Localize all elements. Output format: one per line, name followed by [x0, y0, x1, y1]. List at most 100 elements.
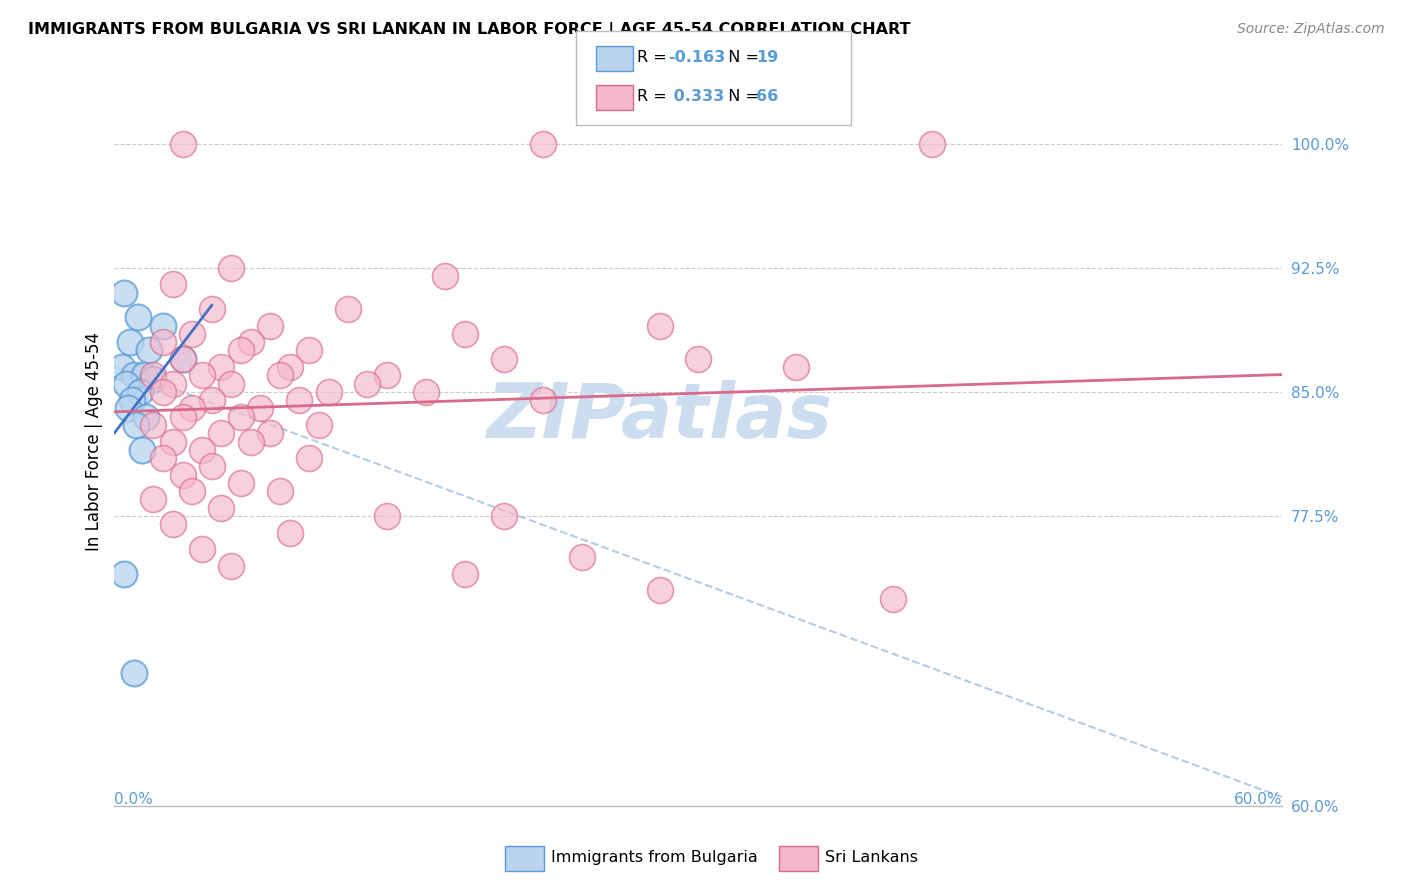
Text: R =: R = [637, 50, 672, 65]
Point [648, 583, 671, 598]
Point [152, 451, 174, 466]
Point [122, 666, 145, 681]
Point [191, 368, 214, 383]
Point [492, 351, 515, 366]
Point [531, 393, 554, 408]
Point [172, 351, 194, 366]
Point [318, 384, 340, 399]
Point [135, 409, 157, 424]
Point [112, 566, 135, 581]
Point [172, 136, 194, 151]
Text: 0.333: 0.333 [668, 89, 724, 104]
Point [219, 260, 242, 275]
Y-axis label: In Labor Force | Age 45-54: In Labor Force | Age 45-54 [86, 332, 103, 551]
Text: 0.0%: 0.0% [114, 792, 153, 807]
Text: 19: 19 [756, 50, 779, 65]
Point [308, 417, 330, 432]
Point [111, 359, 134, 374]
Point [434, 268, 457, 283]
Point [298, 343, 321, 358]
Point [172, 409, 194, 424]
Point [152, 384, 174, 399]
Point [415, 384, 437, 399]
Text: Sri Lankans: Sri Lankans [825, 850, 918, 864]
Point [288, 393, 311, 408]
Point [219, 376, 242, 391]
Point [201, 302, 224, 317]
Text: R =: R = [637, 89, 672, 104]
Point [172, 351, 194, 366]
Text: IMMIGRANTS FROM BULGARIA VS SRI LANKAN IN LABOR FORCE | AGE 45-54 CORRELATION CH: IMMIGRANTS FROM BULGARIA VS SRI LANKAN I… [28, 22, 911, 38]
Point [128, 384, 150, 399]
Point [249, 401, 271, 416]
Point [132, 368, 155, 383]
Point [229, 409, 252, 424]
Point [142, 417, 165, 432]
Point [571, 550, 593, 565]
Point [131, 442, 153, 457]
Point [162, 277, 184, 292]
Point [259, 318, 281, 333]
Point [229, 343, 252, 358]
Point [239, 335, 262, 350]
Point [181, 326, 204, 341]
Point [191, 442, 214, 457]
Point [259, 426, 281, 441]
Text: -0.163: -0.163 [668, 50, 725, 65]
Point [269, 484, 291, 499]
Point [278, 359, 301, 374]
Text: N =: N = [718, 50, 765, 65]
Text: Source: ZipAtlas.com: Source: ZipAtlas.com [1237, 22, 1385, 37]
Point [181, 484, 204, 499]
Point [172, 467, 194, 482]
Point [122, 368, 145, 383]
Point [211, 359, 233, 374]
Point [211, 500, 233, 515]
Point [181, 401, 204, 416]
Point [117, 401, 139, 416]
Point [201, 459, 224, 474]
Point [454, 566, 477, 581]
Point [785, 359, 807, 374]
Point [115, 376, 138, 391]
Point [298, 451, 321, 466]
Point [152, 335, 174, 350]
Point [921, 136, 943, 151]
Point [138, 343, 160, 358]
Point [229, 475, 252, 490]
Point [201, 393, 224, 408]
Point [492, 508, 515, 523]
Point [152, 318, 174, 333]
Point [239, 434, 262, 449]
Point [191, 542, 214, 557]
Point [375, 368, 398, 383]
Point [127, 310, 149, 325]
Point [118, 335, 141, 350]
Point [219, 558, 242, 573]
Point [142, 492, 165, 507]
Point [454, 326, 477, 341]
Point [121, 393, 143, 408]
Point [337, 302, 360, 317]
Point [269, 368, 291, 383]
Point [531, 136, 554, 151]
Text: N =: N = [718, 89, 765, 104]
Text: 66: 66 [756, 89, 779, 104]
Point [162, 517, 184, 532]
Point [162, 376, 184, 391]
Point [648, 318, 671, 333]
Point [112, 285, 135, 300]
Text: Immigrants from Bulgaria: Immigrants from Bulgaria [551, 850, 758, 864]
Text: ZIPatlas: ZIPatlas [486, 380, 832, 454]
Point [375, 508, 398, 523]
Point [142, 371, 165, 385]
Point [278, 525, 301, 540]
Point [882, 591, 904, 606]
Point [211, 426, 233, 441]
Text: 60.0%: 60.0% [1234, 792, 1282, 807]
Point [125, 417, 148, 432]
Point [162, 434, 184, 449]
Point [356, 376, 378, 391]
Point [142, 368, 165, 383]
Point [688, 351, 710, 366]
